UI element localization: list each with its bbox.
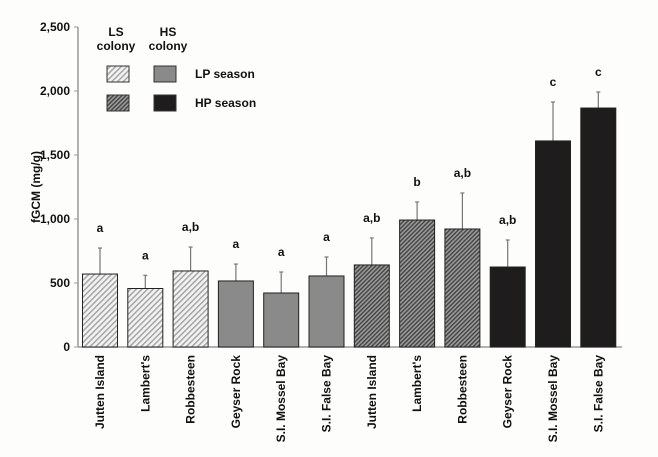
significance-label: a,b — [182, 220, 199, 234]
bar — [217, 280, 254, 348]
significance-label: c — [550, 75, 557, 89]
legend-lp-season: LP season — [195, 67, 255, 81]
x-tick-label: Jutten Island — [365, 355, 379, 429]
bar — [353, 264, 390, 348]
legend-swatch-hs-lp — [153, 65, 177, 83]
bar — [308, 275, 345, 348]
x-tick-label: Lambert's — [410, 355, 424, 412]
bar — [535, 140, 571, 348]
significance-label: a — [142, 248, 149, 262]
x-tick-label: Jutten Island — [93, 355, 107, 429]
significance-label: c — [595, 65, 602, 79]
x-tick-label: Robbesteen — [455, 355, 469, 424]
x-tick-label: S.I. False Bay — [320, 355, 334, 433]
legend: LS colony HS colony LP season HP season — [97, 25, 256, 112]
x-tick-label: Robbesteen — [184, 355, 198, 424]
legend-col2-line1: HS — [160, 25, 177, 39]
bar — [127, 288, 164, 348]
x-tick-label: Geyser Rock — [229, 355, 243, 429]
significance-label: a — [233, 237, 240, 251]
bar — [82, 273, 118, 348]
y-tick-label: 1,000 — [40, 212, 70, 226]
significance-label: a — [97, 221, 104, 235]
y-tick-label: 0 — [63, 340, 70, 354]
y-tick-label: 2,500 — [40, 20, 70, 34]
legend-col1-line1: LS — [108, 25, 123, 39]
bar — [444, 228, 481, 348]
legend-swatch-ls-lp — [106, 65, 130, 83]
significance-label: a,b — [499, 213, 516, 227]
legend-col1-line2: colony — [97, 39, 136, 53]
x-tick-label: Geyser Rock — [501, 355, 515, 429]
significance-label: b — [413, 175, 420, 189]
bar — [172, 270, 209, 348]
y-tick-label: 2,000 — [40, 84, 70, 98]
x-tick-label: S.I. Mossel Bay — [274, 355, 288, 443]
bar — [263, 292, 300, 348]
significance-label: a,b — [363, 211, 380, 225]
y-tick-label: 1,500 — [40, 148, 70, 162]
bar — [580, 107, 617, 348]
legend-swatch-ls-hp — [106, 94, 130, 112]
x-tick-label: Lambert's — [138, 355, 152, 412]
legend-swatch-hs-hp — [153, 94, 177, 112]
significance-label: a — [323, 230, 330, 244]
legend-hp-season: HP season — [195, 96, 256, 110]
bar — [399, 219, 436, 348]
x-tick-label: S.I. False Bay — [591, 355, 605, 433]
x-tick-label: S.I. Mossel Bay — [546, 355, 560, 443]
bar — [489, 266, 526, 348]
legend-col2-line2: colony — [149, 39, 188, 53]
significance-label: a — [278, 245, 285, 259]
y-tick-label: 500 — [50, 276, 70, 290]
y-axis-title: fGCM (mg/g) — [29, 151, 43, 223]
significance-label: a,b — [454, 166, 471, 180]
